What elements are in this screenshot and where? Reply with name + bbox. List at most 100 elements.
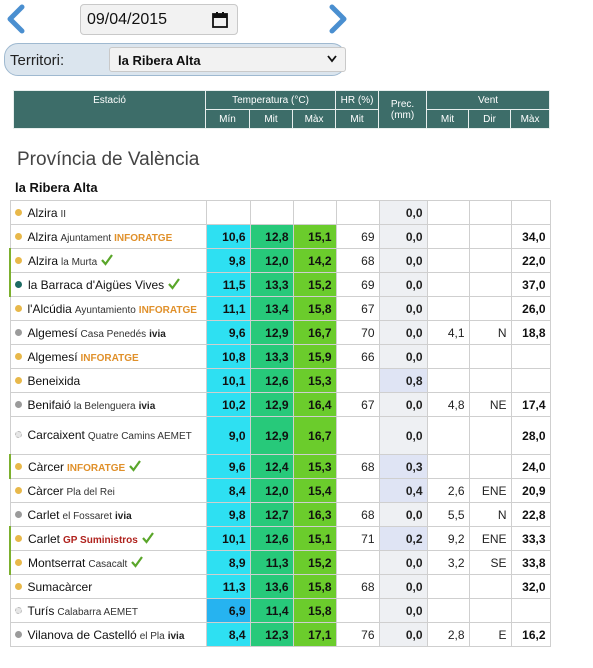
station-row[interactable]: la Barraca d'Aigües Vives 11,5 13,3 15,2 69 0…	[9, 272, 551, 297]
station-row[interactable]: Alzira la Murta 9,8 12,0 14,2 68 0,0 22,0	[9, 248, 551, 273]
station-cell[interactable]: Benifaió la Belenguera ivia	[9, 392, 207, 417]
wind-mit-cell	[426, 454, 470, 479]
station-row[interactable]: Carlet GP Suministros 10,1 12,6 15,1 71 0,2 9,2…	[9, 526, 551, 551]
station-name[interactable]: Carlet	[28, 531, 61, 546]
station-name[interactable]: Sumacàrcer	[27, 579, 93, 594]
humidity-cell: 69	[335, 272, 380, 297]
station-row[interactable]: Càrcer Pla del Rei 8,4 12,0 15,4 0,4 2,6 ENE 20,…	[9, 478, 551, 503]
station-row[interactable]: Beneixida 10,1 12,6 15,3 0,8	[9, 368, 551, 393]
wind-dir-cell	[468, 368, 512, 393]
col-temp-min[interactable]: Mín	[205, 109, 250, 129]
col-hr-mit[interactable]: Mit	[335, 109, 380, 129]
station-name[interactable]: Alzira	[27, 205, 58, 220]
wind-dir-cell: ENE	[468, 478, 512, 503]
wind-mit-cell	[426, 574, 470, 599]
station-cell[interactable]: l'Alcúdia Ayuntamiento INFORATGE	[9, 296, 207, 321]
station-row[interactable]: Carlet el Fossaret ivia 9,8 12,7 16,3 68 0,0 5,5…	[9, 502, 551, 527]
station-row[interactable]: Alzira Ajuntament INFORATGE 10,6 12,8 15,1 69 0…	[9, 224, 551, 249]
station-row[interactable]: Sumacàrcer 11,3 13,6 15,8 68 0,0 32,0	[9, 574, 551, 599]
station-row[interactable]: Turís Calabarra AEMET 6,9 11,4 15,8 0,0	[9, 598, 551, 623]
station-cell[interactable]: Montserrat Casacalt	[9, 550, 207, 575]
col-wind-mit[interactable]: Mit	[426, 109, 470, 129]
temp-min-cell: 9,8	[205, 502, 251, 527]
station-row[interactable]: Algemesí INFORATGE 10,8 13,3 15,9 66 0,0	[9, 344, 551, 369]
territory-selected-value: la Ribera Alta	[118, 53, 201, 68]
station-name[interactable]: Algemesí	[27, 349, 78, 364]
next-day-button[interactable]	[322, 3, 352, 35]
station-cell[interactable]: Algemesí Casa Penedés ivia	[9, 320, 207, 345]
station-cell[interactable]: Turís Calabarra AEMET	[9, 598, 207, 623]
wind-mit-cell: 9,2	[426, 526, 470, 551]
precipitation-cell: 0,0	[378, 224, 428, 249]
station-row[interactable]: l'Alcúdia Ayuntamiento INFORATGE 11,1 13,4 15…	[9, 296, 551, 321]
station-name[interactable]: Turís	[27, 603, 55, 618]
wind-max-cell: 18,8	[510, 320, 551, 345]
station-name[interactable]: Benifaió	[27, 397, 71, 412]
station-cell[interactable]: Càrcer INFORATGE	[9, 454, 207, 479]
station-network-logo: INFORATGE	[114, 232, 173, 244]
station-cell[interactable]: Alzira Ajuntament INFORATGE	[9, 224, 207, 249]
temp-max-cell: 15,2	[292, 272, 337, 297]
station-name[interactable]: Montserrat	[28, 555, 86, 570]
temp-min-cell: 9,6	[205, 454, 251, 479]
station-row[interactable]: Benifaió la Belenguera ivia 10,2 12,9 16,4 67 0…	[9, 392, 551, 417]
station-name[interactable]: l'Alcúdia	[27, 301, 72, 316]
previous-day-button[interactable]	[2, 3, 32, 35]
wind-mit-cell: 2,6	[426, 478, 470, 503]
station-row[interactable]: Carcaixent Quatre Camins AEMET 9,0 12,9 16,7…	[9, 416, 551, 455]
station-row[interactable]: Càrcer INFORATGE 9,6 12,4 15,3 68 0,3 24,0	[9, 454, 551, 479]
station-name[interactable]: Càrcer	[28, 459, 65, 474]
station-name[interactable]: Alzira	[27, 229, 58, 244]
station-row[interactable]: Algemesí Casa Penedés ivia 9,6 12,9 16,7 70 0,0…	[9, 320, 551, 345]
col-humidity: HR (%)	[335, 90, 380, 110]
station-cell[interactable]: Alzira la Murta	[9, 248, 207, 273]
station-status-icon	[14, 208, 22, 216]
station-cell[interactable]: Algemesí INFORATGE	[9, 344, 207, 369]
station-row[interactable]: Montserrat Casacalt 8,9 11,3 15,2 0,0 3,2 SE 33,…	[9, 550, 551, 575]
station-name[interactable]: Beneixida	[27, 373, 81, 388]
wind-max-cell	[510, 598, 551, 623]
date-picker[interactable]: 09/04/2015	[80, 4, 238, 35]
calendar-icon[interactable]	[211, 11, 229, 29]
station-cell[interactable]: Carlet el Fossaret ivia	[9, 502, 207, 527]
station-name[interactable]: Carcaixent	[27, 427, 85, 442]
station-cell[interactable]: Beneixida	[9, 368, 207, 393]
station-row[interactable]: Alzira II 0,0	[9, 200, 551, 225]
station-name[interactable]: Carlet	[27, 507, 60, 522]
col-station[interactable]: Estació	[13, 90, 206, 129]
station-cell[interactable]: Alzira II	[9, 200, 207, 225]
wind-dir-cell	[468, 344, 512, 369]
station-cell[interactable]: la Barraca d'Aigües Vives	[9, 272, 207, 297]
wind-max-cell: 22,8	[510, 502, 551, 527]
col-wind-max[interactable]: Màx	[510, 109, 551, 129]
col-precipitation-label: Prec.	[390, 98, 415, 110]
col-wind-dir[interactable]: Dir	[468, 109, 512, 129]
station-name[interactable]: Alzira	[28, 253, 59, 268]
station-name[interactable]: la Barraca d'Aigües Vives	[28, 277, 165, 292]
station-row[interactable]: Vilanova de Castelló el Pla ivia 8,4 12,3 17,…	[9, 622, 551, 647]
station-cell[interactable]: Sumacàrcer	[9, 574, 207, 599]
station-name[interactable]: Algemesí	[27, 325, 78, 340]
precipitation-cell: 0,8	[378, 368, 428, 393]
station-name[interactable]: Vilanova de Castelló	[27, 627, 137, 642]
station-cell[interactable]: Carcaixent Quatre Camins AEMET	[9, 416, 207, 455]
station-cell[interactable]: Vilanova de Castelló el Pla ivia	[9, 622, 207, 647]
col-temp-mit[interactable]: Mit	[249, 109, 293, 129]
wind-max-cell: 32,0	[510, 574, 551, 599]
humidity-cell: 68	[335, 248, 380, 273]
station-cell[interactable]: Carlet GP Suministros	[9, 526, 207, 551]
temp-min-cell: 10,6	[205, 224, 251, 249]
station-cell[interactable]: Càrcer Pla del Rei	[9, 478, 207, 503]
territory-select[interactable]: la Ribera Alta	[109, 47, 346, 72]
wind-mit-cell	[426, 272, 470, 297]
station-subname: II	[60, 208, 67, 220]
date-value: 09/04/2015	[87, 11, 168, 28]
temp-max-cell: 16,4	[292, 392, 337, 417]
humidity-cell: 70	[335, 320, 380, 345]
checkmark-icon	[129, 459, 142, 472]
col-temp-max[interactable]: Màx	[291, 109, 337, 129]
wind-dir-cell: N	[468, 502, 512, 527]
station-name[interactable]: Càrcer	[27, 483, 64, 498]
wind-mit-cell: 2,8	[426, 622, 470, 647]
wind-max-cell: 28,0	[510, 416, 551, 455]
